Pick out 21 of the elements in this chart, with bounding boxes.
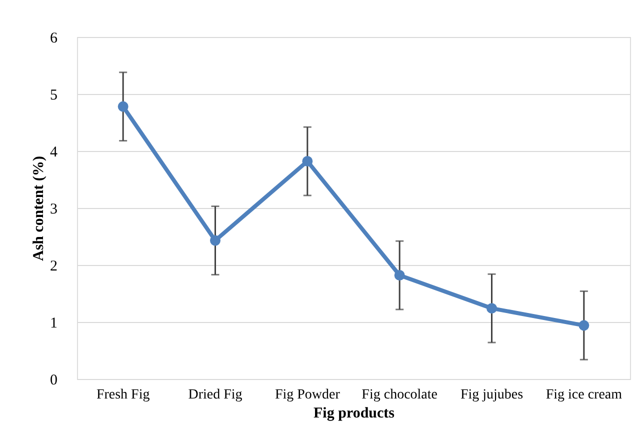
x-tick-label: Fresh Fig <box>96 388 150 402</box>
x-axis-title: Fig products <box>314 406 395 422</box>
point <box>210 235 220 246</box>
point <box>302 156 313 166</box>
x-tick-label: Fig chocolate <box>362 388 438 402</box>
y-tick-label: 2 <box>50 258 58 274</box>
point <box>486 303 497 314</box>
x-tick-label: Fig Powder <box>274 388 340 402</box>
point <box>118 101 128 112</box>
y-tick-label: 6 <box>50 30 58 46</box>
point <box>394 270 405 280</box>
x-tick-label: Dried Fig <box>188 388 242 402</box>
y-tick-label: 1 <box>50 316 58 332</box>
y-tick-label: 4 <box>50 144 58 160</box>
y-tick-label: 5 <box>50 88 58 104</box>
point <box>578 320 590 331</box>
y-axis-title: Ash content (%) <box>31 156 47 261</box>
x-tick-label: Fig jujubes <box>460 388 524 402</box>
y-tick-label: 3 <box>50 202 58 218</box>
y-tick-label: 0 <box>50 372 58 388</box>
x-tick-label: Fig ice cream <box>546 388 622 402</box>
